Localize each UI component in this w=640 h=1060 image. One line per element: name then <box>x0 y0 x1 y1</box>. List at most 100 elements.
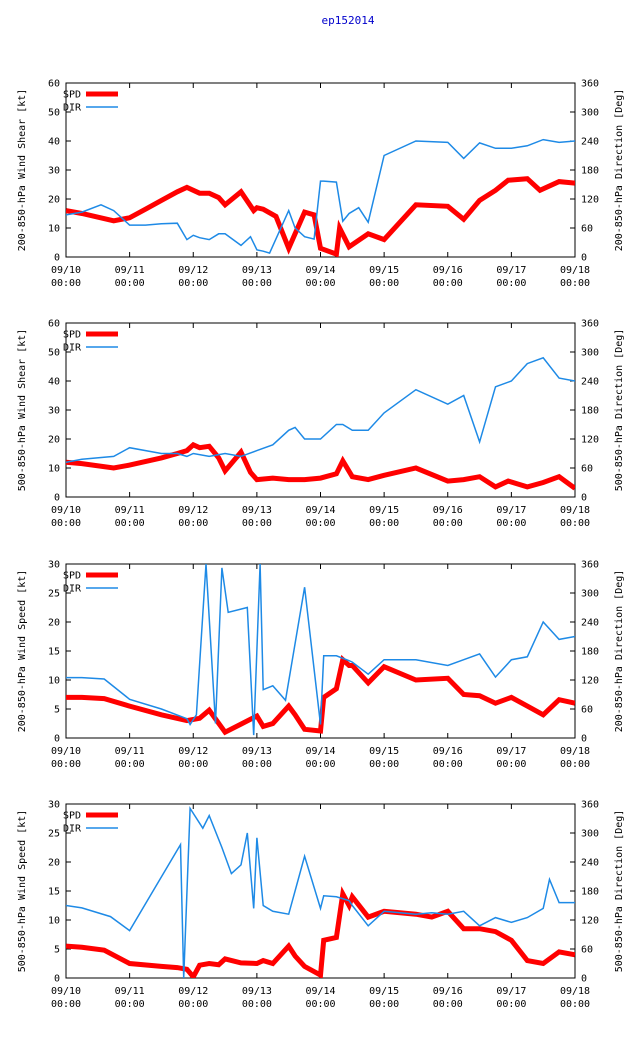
y-tick-label: 25 <box>48 829 60 840</box>
y2-tick-label: 300 <box>581 108 599 119</box>
legend-label-dir: DIR <box>63 343 82 354</box>
x-tick-time: 00:00 <box>305 518 335 529</box>
y-tick-label: 30 <box>48 800 60 811</box>
y-tick-label: 60 <box>48 79 60 90</box>
y2-tick-label: 0 <box>581 253 587 264</box>
y-tick-label: 20 <box>48 435 60 446</box>
x-tick-time: 00:00 <box>305 278 335 289</box>
y2-tick-label: 180 <box>581 166 599 177</box>
x-tick-date: 09/17 <box>496 746 526 757</box>
x-tick-time: 00:00 <box>178 518 208 529</box>
x-tick-date: 09/14 <box>305 746 335 757</box>
x-tick-date: 09/11 <box>115 986 145 997</box>
plot-frame <box>65 322 576 498</box>
chart-legend: SPD DIR <box>63 811 118 835</box>
y-tick-label: 30 <box>48 406 60 417</box>
chart-legend: SPD DIR <box>63 330 118 354</box>
x-tick-time: 00:00 <box>51 999 81 1010</box>
x-tick-date: 09/11 <box>115 265 145 276</box>
x-tick-time: 00:00 <box>433 999 463 1010</box>
y-tick-label: 50 <box>48 348 60 359</box>
x-tick-time: 00:00 <box>369 999 399 1010</box>
dir-series-line <box>66 356 575 463</box>
y-tick-label: 5 <box>54 705 60 716</box>
x-tick-date: 09/15 <box>369 746 399 757</box>
y2-axis-title: 500-850-hPa Direction [Deg] <box>614 329 625 492</box>
x-tick-date: 09/10 <box>51 986 81 997</box>
x-tick-date: 09/16 <box>433 986 463 997</box>
y2-axis-title: 500-850-hPa Direction [Deg] <box>614 810 625 973</box>
x-tick-date: 09/13 <box>242 265 272 276</box>
y-tick-label: 20 <box>48 195 60 206</box>
legend-label-spd: SPD <box>63 90 81 101</box>
y2-tick-label: 60 <box>581 705 593 716</box>
legend-label-spd: SPD <box>63 571 81 582</box>
y-axis-title: 500-850-hPa Wind Shear [kt] <box>17 329 28 492</box>
y-tick-label: 10 <box>48 916 60 927</box>
x-tick-time: 00:00 <box>560 759 590 770</box>
y2-tick-label: 180 <box>581 406 599 417</box>
x-tick-date: 09/18 <box>560 505 590 516</box>
y2-tick-label: 300 <box>581 829 599 840</box>
y2-tick-label: 240 <box>581 137 599 148</box>
x-tick-time: 00:00 <box>51 518 81 529</box>
y-tick-label: 0 <box>54 734 60 745</box>
x-tick-time: 00:00 <box>115 278 145 289</box>
x-tick-time: 00:00 <box>560 518 590 529</box>
x-tick-date: 09/11 <box>115 746 145 757</box>
y2-tick-label: 300 <box>581 348 599 359</box>
x-tick-date: 09/13 <box>242 986 272 997</box>
y-tick-label: 0 <box>54 974 60 985</box>
y2-tick-label: 60 <box>581 464 593 475</box>
y2-tick-label: 120 <box>581 676 599 687</box>
x-tick-time: 00:00 <box>369 518 399 529</box>
x-tick-time: 00:00 <box>433 759 463 770</box>
x-tick-date: 09/16 <box>433 265 463 276</box>
chart-legend: SPD DIR <box>63 90 118 114</box>
legend-label-spd: SPD <box>63 811 81 822</box>
y2-tick-label: 60 <box>581 224 593 235</box>
y2-tick-label: 300 <box>581 589 599 600</box>
x-tick-date: 09/18 <box>560 265 590 276</box>
x-tick-date: 09/14 <box>305 265 335 276</box>
x-tick-date: 09/12 <box>178 265 208 276</box>
x-tick-time: 00:00 <box>242 999 272 1010</box>
x-tick-date: 09/17 <box>496 265 526 276</box>
y-tick-label: 15 <box>48 887 60 898</box>
x-tick-time: 00:00 <box>242 518 272 529</box>
y-tick-label: 40 <box>48 377 60 388</box>
y2-tick-label: 240 <box>581 377 599 388</box>
y2-tick-label: 0 <box>581 493 587 504</box>
legend-label-dir: DIR <box>63 824 82 835</box>
x-tick-date: 09/10 <box>51 505 81 516</box>
y2-tick-label: 360 <box>581 319 599 330</box>
x-tick-date: 09/17 <box>496 505 526 516</box>
y2-tick-label: 60 <box>581 945 593 956</box>
x-tick-date: 09/10 <box>51 265 81 276</box>
x-tick-date: 09/12 <box>178 986 208 997</box>
x-tick-date: 09/18 <box>560 746 590 757</box>
x-tick-date: 09/12 <box>178 505 208 516</box>
x-tick-time: 00:00 <box>51 759 81 770</box>
y2-tick-label: 120 <box>581 435 599 446</box>
y-tick-label: 20 <box>48 858 60 869</box>
x-tick-time: 00:00 <box>51 278 81 289</box>
y2-tick-label: 0 <box>581 974 587 985</box>
x-tick-date: 09/16 <box>433 505 463 516</box>
x-tick-time: 00:00 <box>242 759 272 770</box>
spd-series-line <box>66 886 575 978</box>
x-tick-time: 00:00 <box>433 278 463 289</box>
chart-panel-3: 05101520253006012018024030036009/1000:00… <box>17 560 625 771</box>
x-tick-time: 00:00 <box>178 278 208 289</box>
spd-series-line <box>66 654 575 736</box>
x-tick-date: 09/18 <box>560 986 590 997</box>
x-tick-time: 00:00 <box>496 518 526 529</box>
legend-label-spd: SPD <box>63 330 81 341</box>
plot-frame <box>65 82 576 258</box>
chart-panel-2: 0 10 20 30 40 50 60 0 60 120 180 240 300 360 09/10 00:0… <box>17 319 625 530</box>
dir-series-line <box>66 564 575 736</box>
dir-series-line <box>66 138 575 255</box>
y2-tick-label: 240 <box>581 618 599 629</box>
spd-series-line <box>66 176 575 257</box>
figure-title: ep152014 <box>322 14 375 27</box>
